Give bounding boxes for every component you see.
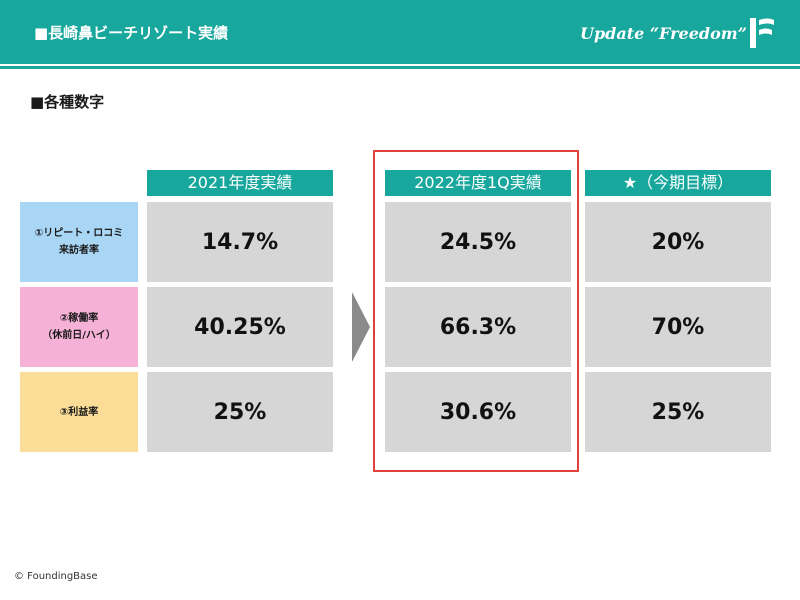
- copyright: © FoundingBase: [14, 571, 98, 582]
- value-cell: 25%: [585, 372, 771, 452]
- section-title: ■各種数字: [30, 93, 105, 111]
- header-divider: [0, 66, 800, 69]
- page-title: ■長崎鼻ビーチリゾート実績: [34, 24, 229, 42]
- slogan: Update “Freedom”: [580, 24, 747, 43]
- founding-base-logo-icon: [750, 18, 774, 48]
- column-header-target: ★（今期目標）: [585, 170, 771, 196]
- row-label-text: ②稼働率 （休前日/ハイ）: [42, 313, 116, 341]
- value-cell: 24.5%: [385, 202, 571, 282]
- value-cell: 25%: [147, 372, 333, 452]
- value-cell: 14.7%: [147, 202, 333, 282]
- column-header-2022-1q: 2022年度1Q実績: [385, 170, 571, 196]
- value-cell: 40.25%: [147, 287, 333, 367]
- row-label-occupancy-rate: ②稼働率 （休前日/ハイ）: [20, 287, 138, 367]
- value-cell: 66.3%: [385, 287, 571, 367]
- row-label-repeat-rate: ①リピート・ロコミ 来訪者率: [20, 202, 138, 282]
- value-cell: 30.6%: [385, 372, 571, 452]
- value-cell: 70%: [585, 287, 771, 367]
- row-label-text: ①リピート・ロコミ 来訪者率: [34, 228, 124, 256]
- header-bar: [0, 0, 800, 64]
- chevron-right-icon: [352, 292, 370, 362]
- value-cell: 20%: [585, 202, 771, 282]
- row-label-profit-rate: ③利益率: [20, 372, 138, 452]
- column-header-2021: 2021年度実績: [147, 170, 333, 196]
- row-label-text: ③利益率: [59, 406, 99, 418]
- highlight-frame: [373, 150, 579, 472]
